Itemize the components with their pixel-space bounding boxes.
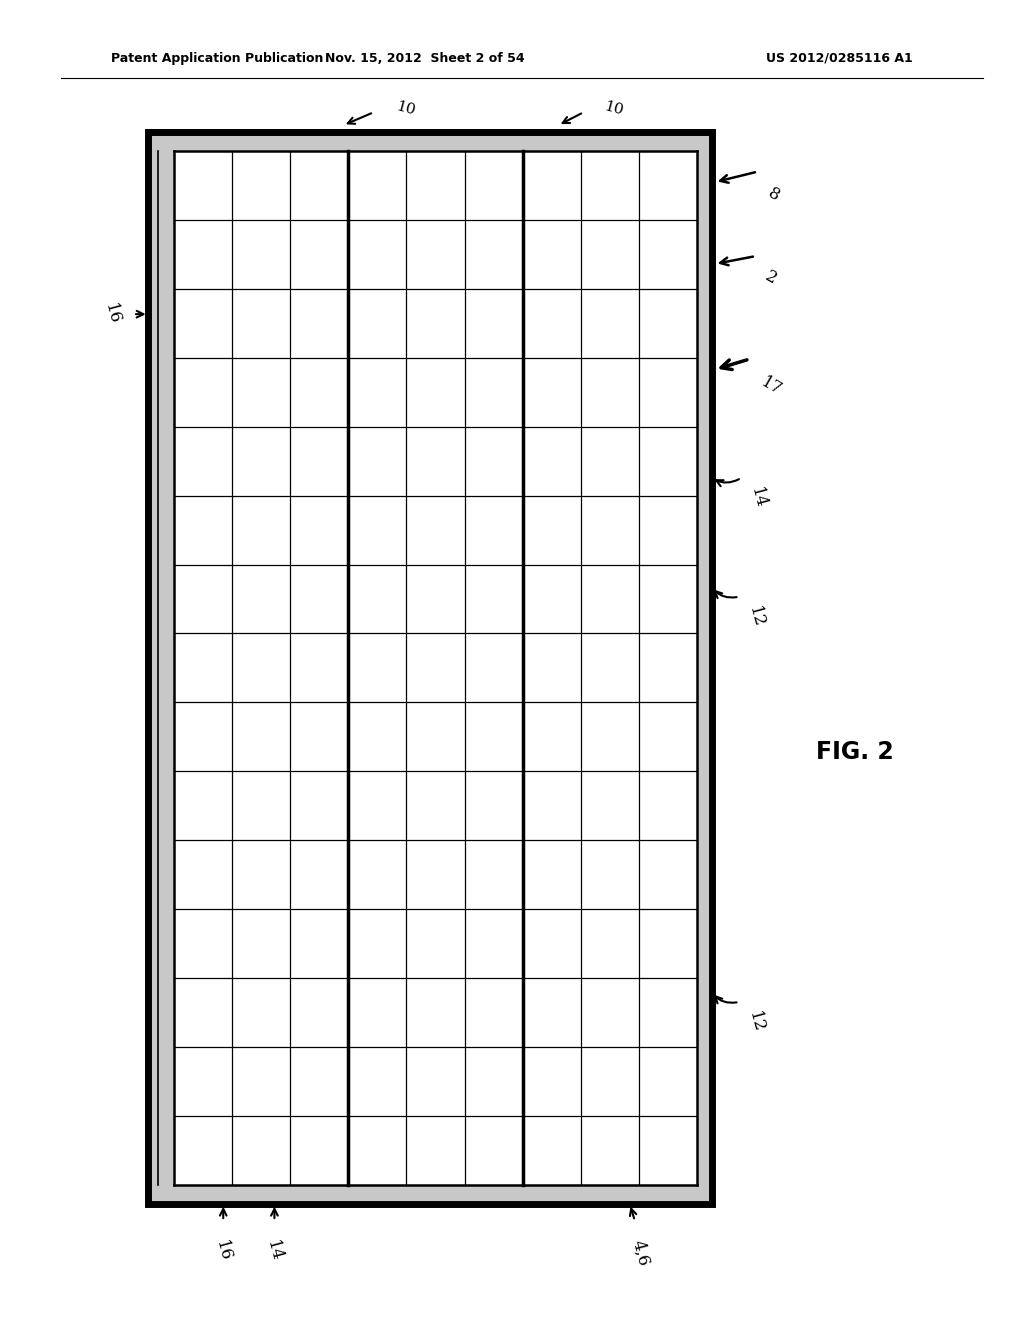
Text: 12: 12 — [745, 1010, 767, 1035]
Text: 16: 16 — [101, 302, 123, 326]
Text: 12: 12 — [745, 605, 767, 630]
Text: 10: 10 — [394, 99, 417, 117]
Text: 4,6: 4,6 — [629, 1238, 651, 1269]
Bar — [174, 150, 697, 1185]
Text: US 2012/0285116 A1: US 2012/0285116 A1 — [766, 51, 913, 65]
Text: 14: 14 — [263, 1238, 286, 1263]
Text: FIG. 2: FIG. 2 — [816, 741, 894, 764]
Text: 2: 2 — [762, 268, 779, 288]
Text: 17: 17 — [758, 374, 784, 399]
Text: 10: 10 — [602, 99, 625, 117]
Text: 16: 16 — [212, 1238, 234, 1263]
Text: Patent Application Publication: Patent Application Publication — [111, 51, 323, 65]
Text: Nov. 15, 2012  Sheet 2 of 54: Nov. 15, 2012 Sheet 2 of 54 — [326, 51, 524, 65]
Text: 14: 14 — [748, 486, 769, 511]
Text: 8: 8 — [765, 185, 782, 205]
Bar — [148, 132, 712, 1204]
